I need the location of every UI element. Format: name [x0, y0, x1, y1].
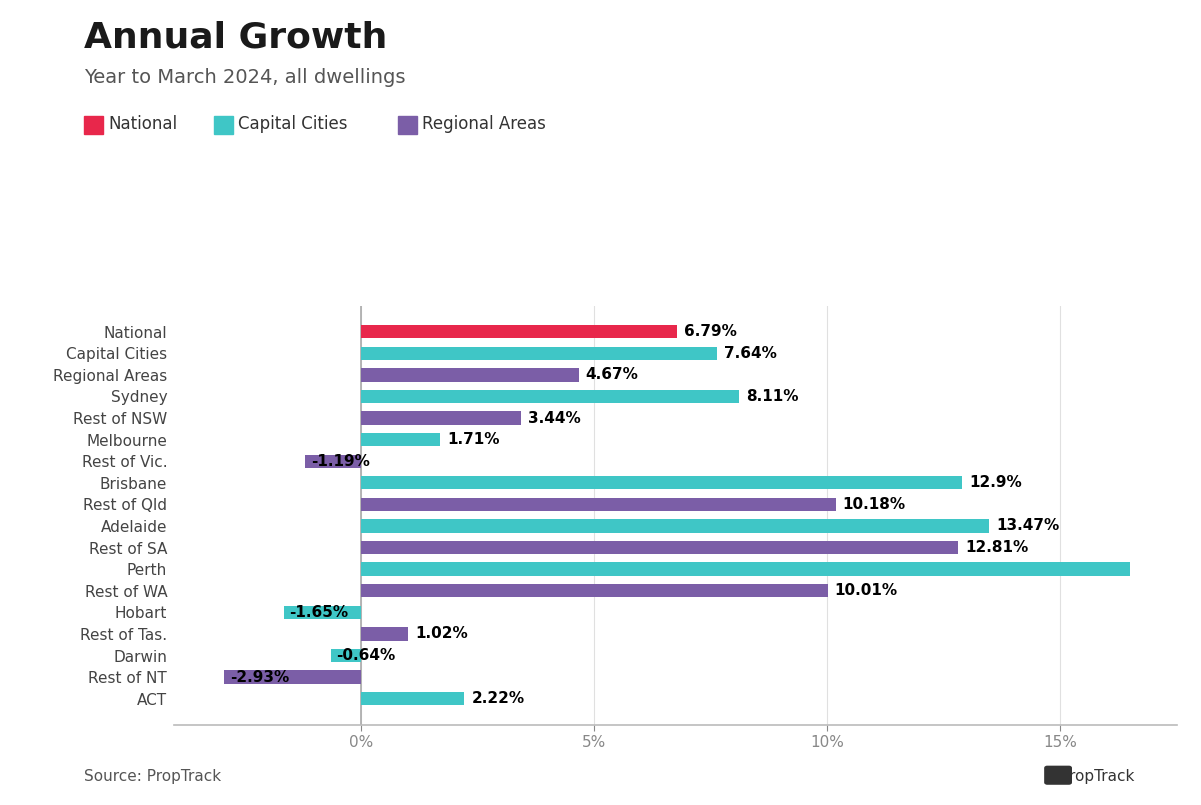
Text: 1.02%: 1.02%: [416, 626, 468, 642]
Text: 13.47%: 13.47%: [996, 518, 1059, 534]
Bar: [360, 541, 958, 555]
Text: -0.64%: -0.64%: [336, 648, 395, 663]
Text: Capital Cities: Capital Cities: [238, 115, 347, 133]
Text: 4.67%: 4.67%: [586, 367, 639, 382]
Bar: [360, 476, 962, 489]
Text: Year to March 2024, all dwellings: Year to March 2024, all dwellings: [84, 68, 406, 88]
Bar: [360, 411, 521, 425]
Text: 3.44%: 3.44%: [528, 411, 581, 426]
Bar: [360, 692, 465, 705]
Text: Annual Growth: Annual Growth: [84, 20, 388, 54]
Text: PropTrack: PropTrack: [1060, 770, 1135, 784]
Text: Regional Areas: Regional Areas: [422, 115, 545, 133]
Text: 8.11%: 8.11%: [746, 389, 799, 404]
Bar: [360, 325, 677, 338]
Text: -1.19%: -1.19%: [311, 454, 370, 469]
Text: 10.18%: 10.18%: [843, 497, 906, 512]
Bar: [360, 497, 836, 511]
Bar: [360, 584, 827, 597]
Bar: [360, 563, 1130, 576]
Text: National: National: [108, 115, 178, 133]
Bar: [283, 605, 360, 619]
Text: -2.93%: -2.93%: [229, 670, 289, 685]
Bar: [360, 346, 717, 360]
Bar: [225, 671, 360, 684]
Text: 10.01%: 10.01%: [835, 584, 897, 598]
Text: 1.71%: 1.71%: [448, 432, 500, 447]
Text: Source: PropTrack: Source: PropTrack: [84, 770, 221, 784]
Text: 2.22%: 2.22%: [471, 691, 525, 706]
Text: 6.79%: 6.79%: [685, 324, 737, 339]
Bar: [360, 519, 988, 533]
Bar: [360, 390, 739, 403]
Text: 12.9%: 12.9%: [969, 475, 1022, 490]
Text: -1.65%: -1.65%: [289, 605, 348, 620]
Text: 12.81%: 12.81%: [966, 540, 1028, 555]
Bar: [360, 368, 579, 382]
Text: 7.64%: 7.64%: [724, 345, 777, 361]
Bar: [305, 455, 360, 468]
Bar: [330, 649, 360, 663]
Bar: [360, 433, 441, 446]
Bar: [360, 627, 408, 641]
